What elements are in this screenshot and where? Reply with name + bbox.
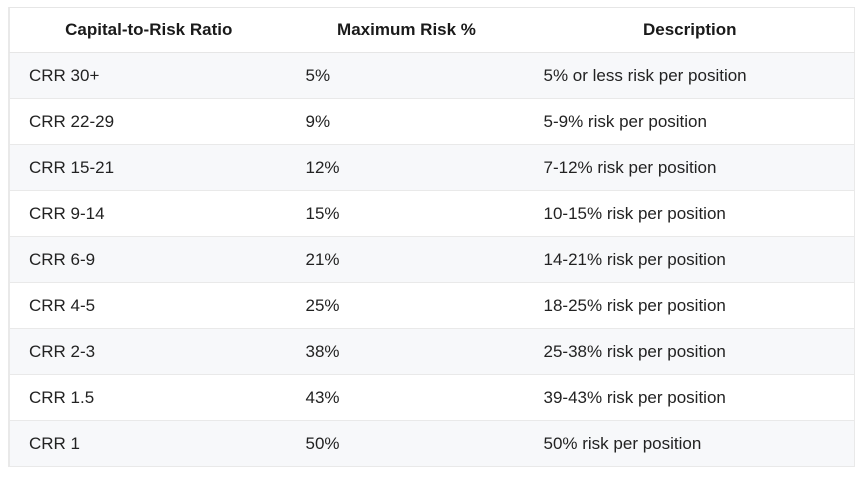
- cell-description: 39-43% risk per position: [525, 374, 855, 421]
- cell-ratio: CRR 30+: [9, 52, 288, 99]
- table-row: CRR 1 50% 50% risk per position: [9, 420, 855, 467]
- cell-max-risk: 9%: [287, 98, 526, 145]
- cell-max-risk: 21%: [287, 236, 526, 283]
- cell-description: 10-15% risk per position: [525, 190, 855, 237]
- cell-ratio: CRR 4-5: [9, 282, 288, 329]
- table-row: CRR 4-5 25% 18-25% risk per position: [9, 282, 855, 329]
- cell-max-risk: 43%: [287, 374, 526, 421]
- risk-table: Capital-to-Risk Ratio Maximum Risk % Des…: [9, 7, 855, 467]
- table-row: CRR 9-14 15% 10-15% risk per position: [9, 190, 855, 237]
- cell-description: 14-21% risk per position: [525, 236, 855, 283]
- cell-max-risk: 25%: [287, 282, 526, 329]
- cell-ratio: CRR 9-14: [9, 190, 288, 237]
- cell-max-risk: 15%: [287, 190, 526, 237]
- table-row: CRR 15-21 12% 7-12% risk per position: [9, 144, 855, 191]
- cell-description: 18-25% risk per position: [525, 282, 855, 329]
- table-body: CRR 30+ 5% 5% or less risk per position …: [9, 52, 855, 467]
- risk-table-container: Capital-to-Risk Ratio Maximum Risk % Des…: [8, 7, 855, 467]
- header-row: Capital-to-Risk Ratio Maximum Risk % Des…: [9, 7, 855, 53]
- table-row: CRR 22-29 9% 5-9% risk per position: [9, 98, 855, 145]
- cell-max-risk: 50%: [287, 420, 526, 467]
- cell-description: 5% or less risk per position: [525, 52, 855, 99]
- table-row: CRR 2-3 38% 25-38% risk per position: [9, 328, 855, 375]
- cell-max-risk: 12%: [287, 144, 526, 191]
- cell-max-risk: 5%: [287, 52, 526, 99]
- cell-ratio: CRR 15-21: [9, 144, 288, 191]
- header-description: Description: [525, 7, 855, 53]
- cell-description: 5-9% risk per position: [525, 98, 855, 145]
- cell-max-risk: 38%: [287, 328, 526, 375]
- table-row: CRR 30+ 5% 5% or less risk per position: [9, 52, 855, 99]
- cell-ratio: CRR 6-9: [9, 236, 288, 283]
- cell-ratio: CRR 2-3: [9, 328, 288, 375]
- cell-ratio: CRR 1: [9, 420, 288, 467]
- table-row: CRR 1.5 43% 39-43% risk per position: [9, 374, 855, 421]
- header-capital-to-risk-ratio: Capital-to-Risk Ratio: [9, 7, 288, 53]
- cell-ratio: CRR 22-29: [9, 98, 288, 145]
- cell-description: 25-38% risk per position: [525, 328, 855, 375]
- table-row: CRR 6-9 21% 14-21% risk per position: [9, 236, 855, 283]
- table-header: Capital-to-Risk Ratio Maximum Risk % Des…: [9, 7, 855, 53]
- cell-description: 7-12% risk per position: [525, 144, 855, 191]
- header-maximum-risk: Maximum Risk %: [287, 7, 526, 53]
- cell-description: 50% risk per position: [525, 420, 855, 467]
- cell-ratio: CRR 1.5: [9, 374, 288, 421]
